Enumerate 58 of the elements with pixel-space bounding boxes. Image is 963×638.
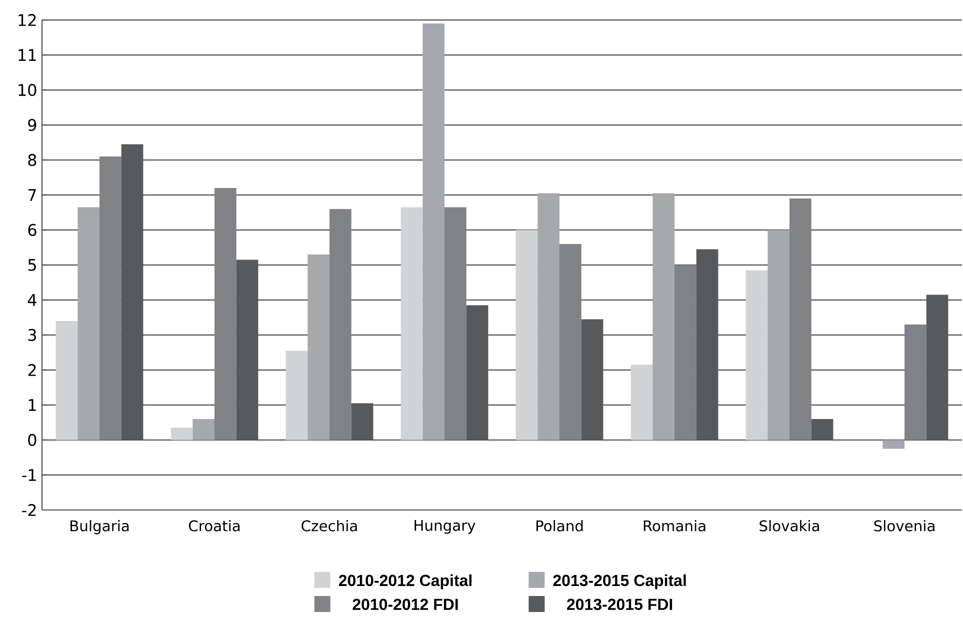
y-tick-label: 9 (28, 118, 36, 132)
y-tick-label: 11 (18, 49, 36, 61)
bar (400, 207, 423, 440)
bar (236, 260, 258, 440)
bar (286, 350, 308, 440)
x-tick-label: Poland (536, 520, 583, 532)
y-tick-label: 1 (28, 399, 36, 411)
bar (214, 188, 236, 440)
legend-label: 2013-2015 FDI (567, 598, 672, 610)
bar (170, 428, 193, 440)
bar (560, 244, 582, 440)
x-tick-label: Croatia (188, 520, 240, 532)
y-tick-label: 10 (18, 84, 36, 96)
bar (422, 23, 444, 440)
bar (330, 208, 352, 440)
bar (444, 207, 466, 440)
legend-label: 2013-2015 Capital (553, 574, 686, 590)
bar (926, 294, 948, 440)
bar (904, 324, 926, 440)
bar (652, 193, 674, 440)
bar (581, 319, 604, 440)
legend-label: 2010-2012 FDI (352, 598, 458, 610)
bar (811, 418, 834, 440)
x-tick-label: Czechia (302, 520, 357, 532)
bar (78, 207, 100, 440)
y-tick-label: 2 (28, 364, 36, 376)
y-tick-label: 4 (28, 294, 36, 306)
bar (768, 230, 790, 440)
bar (56, 320, 78, 440)
y-tick-label: 7 (28, 189, 36, 201)
bar (674, 264, 696, 440)
x-tick-label: Hungary (414, 520, 476, 534)
y-tick-label: -1 (22, 469, 36, 481)
bar (121, 144, 144, 440)
y-tick-label: 12 (18, 14, 36, 26)
bar (100, 156, 122, 440)
bar (789, 198, 812, 440)
bar (746, 270, 768, 440)
y-tick-label: -2 (22, 504, 36, 516)
bar (308, 254, 330, 440)
bar (192, 418, 215, 440)
bar (882, 440, 904, 449)
x-tick-label: Bulgaria (70, 520, 129, 534)
bar (630, 364, 653, 440)
y-tick-label: 3 (28, 328, 36, 342)
bar (351, 403, 374, 440)
y-tick-label: 6 (28, 224, 36, 236)
bar (516, 230, 538, 440)
y-tick-label: 5 (28, 259, 36, 271)
y-tick-label: 8 (28, 154, 36, 166)
x-tick-label: Slovenia (874, 520, 934, 532)
x-tick-label: Romania (644, 520, 706, 532)
bar (696, 249, 718, 440)
bar (538, 193, 560, 440)
x-tick-label: Slovakia (760, 520, 819, 532)
y-tick-label: 0 (28, 434, 36, 446)
bar (466, 305, 488, 440)
legend-label: 2010-2012 Capital (338, 574, 472, 590)
